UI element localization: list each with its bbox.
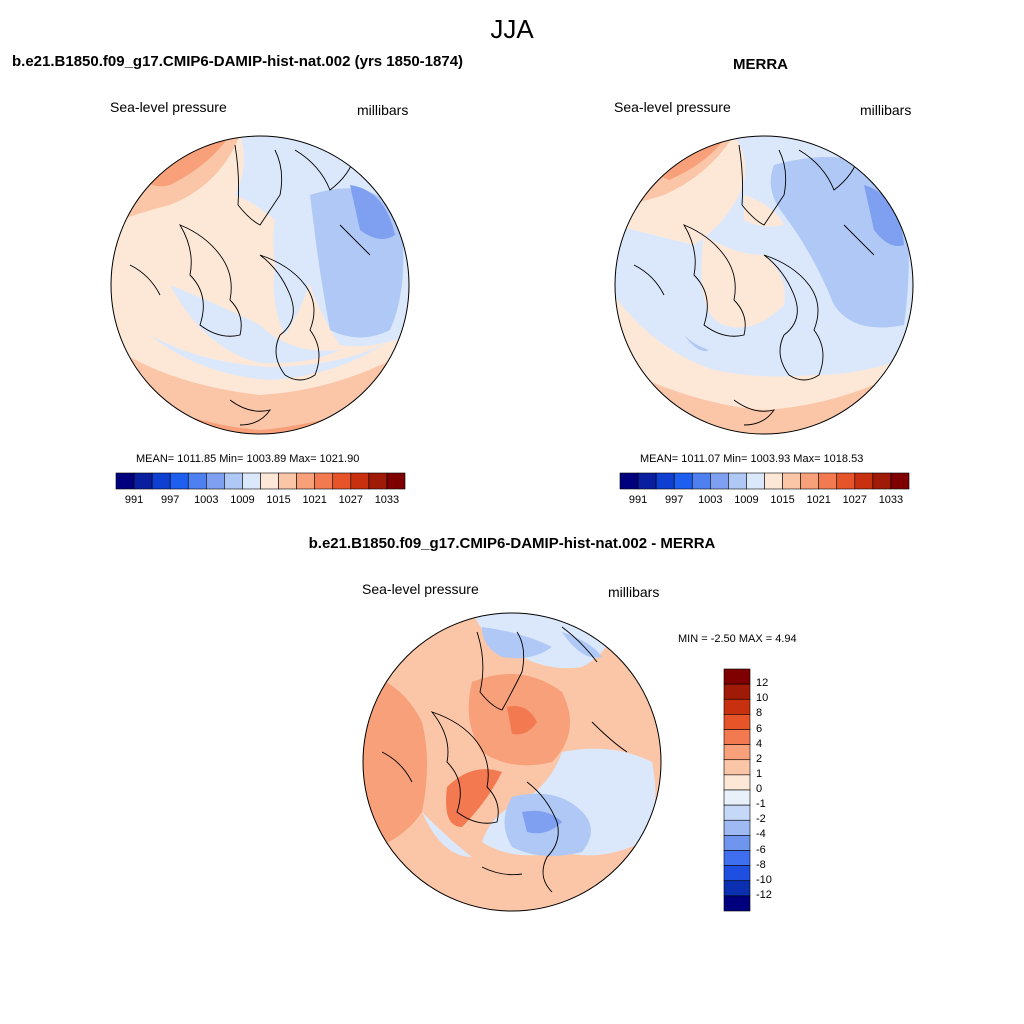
colorbar-swatch <box>723 819 751 836</box>
colorbar-tick-label: 1033 <box>374 494 400 506</box>
colorbar-tick-label: 997 <box>665 494 684 506</box>
figure-title: JJA <box>490 14 534 44</box>
panel-2-colorbar <box>619 472 910 490</box>
colorbar-swatch <box>723 774 751 791</box>
panel-1-polar-map <box>110 135 410 435</box>
colorbar-tick-label: 1009 <box>230 494 255 506</box>
colorbar-swatch <box>133 472 153 490</box>
colorbar-tick-label: 991 <box>628 494 648 506</box>
colorbar-tick-label: -2 <box>756 813 766 826</box>
colorbar-swatch <box>728 472 747 490</box>
colorbar-swatch <box>655 472 675 490</box>
colorbar-tick-label: -12 <box>756 888 772 901</box>
colorbar-swatch <box>800 472 819 490</box>
panel-2-units-label: millibars <box>860 102 912 118</box>
colorbar-tick-label: 1021 <box>302 494 327 506</box>
colorbar-swatch <box>187 472 207 490</box>
colorbar-swatch <box>782 472 801 490</box>
colorbar-swatch <box>723 729 751 745</box>
colorbar-swatch <box>723 759 751 776</box>
panel-3-units-label: millibars <box>608 584 660 600</box>
colorbar-tick-label: 1009 <box>734 494 759 506</box>
colorbar-swatch <box>296 472 315 490</box>
panel-1-units-label: millibars <box>357 102 409 118</box>
panel-1-stats: MEAN= 1011.85 Min= 1003.89 Max= 1021.90 <box>136 453 360 465</box>
colorbar-tick-label: 1033 <box>878 494 904 506</box>
colorbar-swatch <box>723 789 751 806</box>
colorbar-swatch <box>723 698 751 715</box>
colorbar-tick-label: 6 <box>756 722 763 735</box>
colorbar-swatch <box>386 472 406 490</box>
colorbar-swatch <box>872 472 892 490</box>
panel-3-polar-map <box>362 612 662 912</box>
colorbar-tick-label: 1021 <box>806 494 831 506</box>
colorbar-swatch <box>710 472 729 490</box>
colorbar-tick-label: -10 <box>756 873 772 886</box>
colorbar-swatch <box>619 472 639 490</box>
colorbar-tick-label: 0 <box>756 783 763 795</box>
panel-2-variable-label: Sea-level pressure <box>614 99 731 115</box>
panel-1-title: b.e21.B1850.f09_g17.CMIP6-DAMIP-hist-nat… <box>12 53 464 70</box>
colorbar-swatch <box>260 472 279 490</box>
colorbar-swatch <box>723 804 751 821</box>
colorbar-tick-label: 991 <box>124 494 144 506</box>
colorbar-swatch <box>723 714 751 730</box>
panel-1-variable-label: Sea-level pressure <box>110 99 227 115</box>
colorbar-tick-label: -8 <box>756 858 766 871</box>
panel-3-title: b.e21.B1850.f09_g17.CMIP6-DAMIP-hist-nat… <box>308 535 716 552</box>
colorbar-swatch <box>723 668 751 685</box>
colorbar-swatch <box>332 472 352 490</box>
panel-3-variable-label: Sea-level pressure <box>362 581 479 597</box>
colorbar-swatch <box>723 865 751 882</box>
colorbar-swatch <box>723 835 751 851</box>
colorbar-swatch <box>278 472 297 490</box>
colorbar-swatch <box>673 472 693 490</box>
colorbar-swatch <box>314 472 334 490</box>
colorbar-swatch <box>746 472 765 490</box>
colorbar-tick-label: 997 <box>161 494 180 506</box>
colorbar-tick-label: 4 <box>756 737 763 750</box>
colorbar-swatch <box>836 472 856 490</box>
colorbar-tick-label: 1015 <box>770 494 795 506</box>
colorbar-swatch <box>890 472 910 490</box>
panel-2-polar-map <box>614 135 914 435</box>
colorbar-tick-label: 8 <box>756 707 763 720</box>
colorbar-swatch <box>723 683 751 700</box>
colorbar-tick-label: 1003 <box>698 494 723 506</box>
colorbar-tick-label: 10 <box>756 692 769 705</box>
colorbar-tick-label: 1027 <box>842 494 868 506</box>
colorbar-swatch <box>818 472 838 490</box>
panel-1-colorbar <box>115 472 406 490</box>
panel-3-stats: MIN = -2.50 MAX = 4.94 <box>678 633 797 645</box>
colorbar-swatch <box>224 472 243 490</box>
colorbar-swatch <box>368 472 388 490</box>
colorbar-tick-label: -6 <box>756 843 766 856</box>
colorbar-swatch <box>723 850 751 866</box>
colorbar-tick-label: -4 <box>756 828 766 841</box>
colorbar-swatch <box>854 472 874 490</box>
panel-2-title: MERRA <box>733 56 788 73</box>
colorbar-swatch <box>350 472 370 490</box>
colorbar-tick-label: 1027 <box>338 494 364 506</box>
colorbar-swatch <box>723 744 751 761</box>
colorbar-tick-label: 2 <box>756 752 763 765</box>
panel-3-colorbar <box>723 668 751 912</box>
colorbar-swatch <box>723 880 751 897</box>
colorbar-tick-label: -1 <box>756 798 766 811</box>
colorbar-tick-label: 1015 <box>266 494 291 506</box>
colorbar-swatch <box>115 472 135 490</box>
colorbar-swatch <box>723 895 751 912</box>
colorbar-tick-label: 1003 <box>194 494 219 506</box>
colorbar-swatch <box>764 472 783 490</box>
colorbar-swatch <box>691 472 711 490</box>
colorbar-swatch <box>242 472 261 490</box>
panel-2-stats: MEAN= 1011.07 Min= 1003.93 Max= 1018.53 <box>640 453 864 465</box>
colorbar-tick-label: 1 <box>756 767 763 780</box>
colorbar-swatch <box>637 472 657 490</box>
colorbar-swatch <box>206 472 225 490</box>
colorbar-tick-label: 12 <box>756 677 769 690</box>
colorbar-swatch <box>169 472 189 490</box>
colorbar-swatch <box>151 472 171 490</box>
